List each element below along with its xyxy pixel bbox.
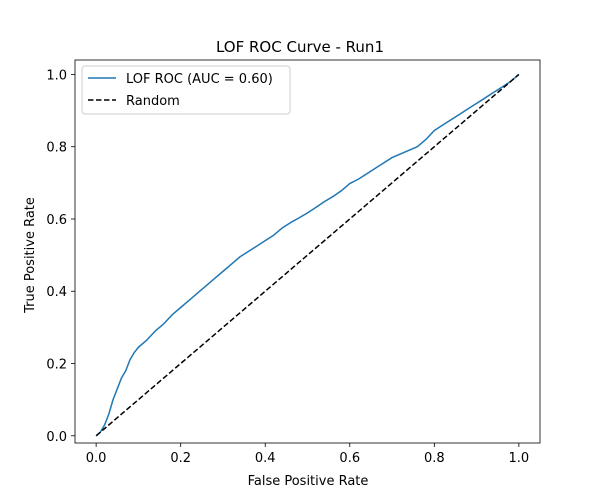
x-tick-label: 0.8 (424, 451, 445, 466)
y-tick-label: 0.0 (46, 430, 67, 445)
x-tick-label: 0.4 (255, 451, 276, 466)
y-tick-label: 0.6 (46, 213, 67, 228)
y-tick-label: 0.4 (46, 285, 67, 300)
lof-roc-line (95, 73, 520, 437)
axes-frame (74, 59, 541, 444)
ticks: 0.0 0.2 0.4 0.6 0.8 1.0 0.0 0.2 0.4 0.6 0.8 1.0 (46, 68, 529, 466)
legend-box (81, 65, 291, 115)
legend-label-lof-roc: LOF ROC (AUC = 0.60) (126, 72, 273, 87)
x-tick-label: 0.0 (86, 451, 107, 466)
series-lines (95, 73, 520, 437)
axes (74, 59, 541, 444)
x-tick-label: 0.6 (339, 451, 360, 466)
y-tick-label: 0.2 (46, 358, 67, 373)
random-line (95, 73, 520, 437)
x-tick-label: 0.2 (170, 451, 191, 466)
x-tick-label: 1.0 (509, 451, 530, 466)
x-axis-label: False Positive Rate (248, 474, 369, 489)
chart-title: LOF ROC Curve - Run1 (216, 38, 384, 56)
legend-label-random: Random (126, 94, 180, 109)
y-tick-label: 1.0 (46, 68, 67, 83)
legend: LOF ROC (AUC = 0.60) Random (81, 65, 291, 115)
y-tick-label: 0.8 (46, 141, 67, 156)
y-axis-label: True Positive Rate (23, 197, 38, 314)
